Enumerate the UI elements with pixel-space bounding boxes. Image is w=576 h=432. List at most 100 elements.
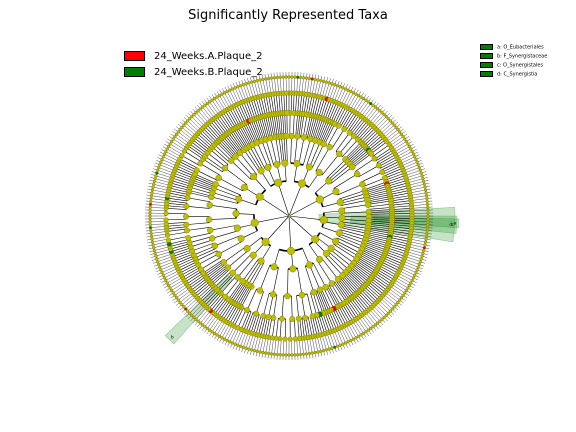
branch-edge: [374, 272, 392, 285]
branch-edge: [228, 132, 243, 152]
branch-edge: [356, 122, 370, 139]
branch-edge: [390, 195, 411, 200]
taxon-node: [196, 109, 200, 113]
taxon-node: [396, 128, 400, 132]
branch-edge: [265, 115, 272, 139]
branch-edge: [258, 315, 264, 336]
taxon-node: [321, 79, 326, 83]
taxon-node: [192, 113, 196, 117]
taxon-node: [289, 265, 297, 273]
taxon-node: [392, 123, 396, 127]
clade-legend-item-c: c: O_Synergistales: [480, 62, 543, 69]
branch-edge: [171, 177, 192, 185]
clade-legend-item-a: a: O_Eubacteriales: [480, 44, 544, 51]
branch-edge: [237, 126, 250, 147]
taxon-node: [425, 231, 429, 235]
branch-edge: [366, 233, 390, 240]
taxon-node: [284, 75, 288, 79]
taxon-node: [212, 181, 219, 188]
branch-edge: [283, 136, 286, 164]
taxon-node: [411, 152, 416, 156]
branch-edge: [256, 117, 265, 141]
taxon-node: [324, 80, 328, 84]
branch-edge: [239, 285, 251, 307]
branch-edge: [373, 110, 388, 127]
branch-edge: [375, 270, 394, 283]
branch-edge: [273, 93, 277, 114]
branch-edge: [339, 231, 366, 241]
branch-edge: [279, 338, 282, 360]
taxon-node: [264, 163, 272, 171]
branch-edge: [169, 187, 189, 193]
taxon-node: [205, 101, 209, 106]
taxon-node: [371, 103, 375, 107]
branch-edge: [347, 300, 360, 318]
taxon-node: [152, 182, 156, 186]
branch-edge: [167, 197, 188, 202]
branch-edge: [182, 267, 200, 278]
branch-edge: [384, 170, 404, 179]
branch-edge: [360, 289, 376, 305]
branch-edge: [212, 146, 230, 163]
branch-edge: [223, 246, 246, 263]
branch-edge: [171, 247, 192, 255]
branch-edge: [334, 281, 349, 301]
taxon-node: [299, 352, 303, 357]
branch-edge: [382, 163, 401, 173]
branch-edge: [237, 309, 247, 328]
branch-edge: [302, 138, 311, 166]
branch-edge: [294, 318, 296, 339]
branch-edge: [239, 152, 257, 175]
branch-edge: [224, 135, 240, 154]
taxon-node: [164, 278, 168, 282]
branch-edge: [197, 284, 213, 299]
taxon-node: [255, 79, 259, 83]
taxon-node: [305, 261, 313, 269]
branch-edge: [388, 182, 408, 189]
taxon-node: [422, 182, 426, 186]
branch-edge: [210, 149, 229, 165]
branch-edge: [352, 153, 372, 168]
taxon-node: [361, 331, 366, 335]
branch-edge: [242, 123, 254, 145]
branch-edge: [304, 338, 308, 359]
branch-edge: [206, 292, 221, 308]
branch-edge: [334, 242, 359, 257]
branch-edge: [270, 138, 278, 165]
branch-edge: [181, 155, 200, 166]
taxon-node: [310, 77, 314, 81]
taxon-node: [176, 130, 180, 134]
taxon-node: [270, 263, 278, 271]
taxon-node: [293, 353, 297, 357]
branch-edge: [320, 313, 328, 334]
taxon-node: [407, 144, 411, 149]
branch-edge: [376, 301, 393, 317]
branch-edge: [345, 113, 358, 131]
branch-edge: [248, 313, 256, 333]
branch-edge: [252, 119, 262, 142]
branch-edge: [341, 276, 357, 295]
branch-edge: [330, 166, 353, 184]
taxon-node: [225, 89, 229, 94]
taxon-node: [307, 76, 311, 81]
branch-edge: [209, 266, 228, 282]
branch-edge: [211, 196, 238, 204]
branch-edge: [361, 249, 383, 261]
branch-edge: [301, 338, 305, 360]
taxon-node: [424, 234, 429, 238]
taxon-node: [336, 198, 344, 206]
branch-edge: [206, 264, 226, 279]
taxon-node: [282, 336, 288, 342]
taxon-node: [281, 159, 289, 167]
branch-edge: [376, 269, 395, 280]
branch-edge: [368, 225, 392, 230]
taxon-node: [162, 152, 167, 156]
taxon-node: [335, 122, 342, 129]
branch-edge: [353, 262, 373, 277]
taxon-node: [232, 153, 239, 160]
taxon-node: [286, 246, 295, 255]
branch-edge: [352, 264, 372, 279]
branch-edge: [296, 338, 299, 360]
branch-edge: [337, 235, 364, 247]
branch-edge: [145, 226, 167, 229]
